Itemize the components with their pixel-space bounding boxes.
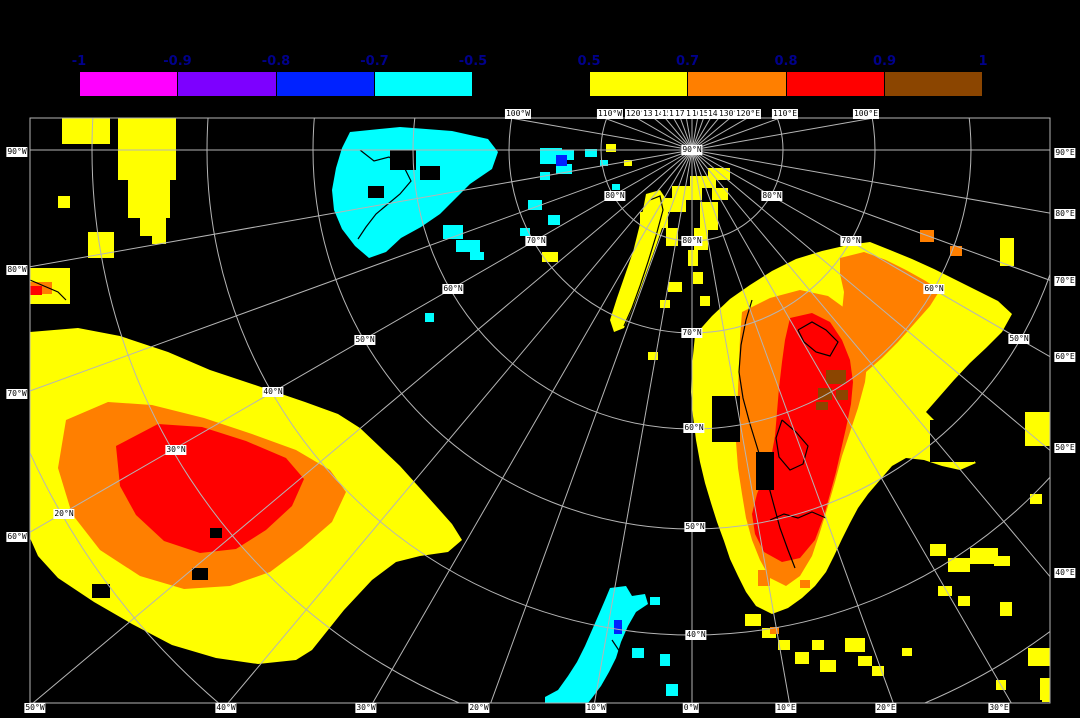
edge-label-60E: 60°E (1054, 352, 1076, 362)
edge-label-80E: 80°E (1054, 209, 1076, 219)
yellow-data-region (30, 118, 1050, 702)
edge-label-90E: 90°E (1054, 148, 1076, 158)
edge-label-10W: 10°W (585, 703, 607, 713)
edge-label-70W: 70°W (6, 389, 28, 399)
positive-colorbar: 0.5 0.7 0.8 0.9 1 (577, 54, 988, 97)
negative-colorbar-tick-label: -0.5 (458, 54, 488, 69)
ring-label-80N: 80°N (604, 191, 626, 201)
ring-label-80N: 80°N (681, 236, 703, 246)
edge-label-70E: 70°E (1054, 276, 1076, 286)
positive-colorbar-tick-label: 0.8 (774, 54, 798, 69)
positive-colorbar-segment-yellow (589, 71, 689, 97)
negative-colorbar-segment-magenta (79, 71, 179, 97)
positive-colorbar-tick-label: 0.9 (872, 54, 897, 69)
negative-colorbar: -1 -0.9 -0.8 -0.7 -0.5 (72, 54, 487, 97)
edge-label-50W: 50°W (24, 703, 46, 713)
edge-label-100E: 100°E (852, 109, 880, 119)
ring-label-70N: 70°N (681, 328, 703, 338)
black-data-region (92, 150, 974, 598)
edge-label-10E: 10°E (775, 703, 797, 713)
edge-label-20E: 20°E (875, 703, 897, 713)
negative-colorbar-tick-label: -0.7 (360, 54, 389, 69)
positive-colorbar-segment-red (786, 71, 885, 97)
edge-label-80W: 80°W (6, 265, 28, 275)
edge-label-30W: 30°W (355, 703, 377, 713)
ring-label-80N: 80°N (761, 191, 783, 201)
edge-label-60W: 60°W (6, 532, 28, 542)
edge-label-120W: 120°W (624, 109, 652, 119)
ring-label-50N: 50°N (684, 522, 706, 532)
ring-label-90N: 90°N (681, 145, 703, 155)
negative-colorbar-tick-label: -0.8 (261, 54, 291, 69)
edge-label-100W: 100°W (504, 109, 532, 119)
edge-label-40E: 40°E (1054, 568, 1076, 578)
ring-label-60N: 60°N (923, 284, 945, 294)
negative-colorbar-tick-label: -0.9 (163, 54, 192, 69)
map-border (29, 117, 1051, 704)
positive-colorbar-segment-orange (688, 71, 787, 97)
blue-data-region (556, 155, 622, 634)
cyan-data-region (332, 127, 678, 703)
edge-label-30E: 30°E (988, 703, 1010, 713)
edge-label-110E: 110°E (771, 109, 799, 119)
coastlines (30, 149, 839, 701)
ring-label-50N: 50°N (354, 335, 376, 345)
edge-label-20W: 20°W (468, 703, 490, 713)
ring-label-50N: 50°N (1008, 334, 1030, 344)
negative-colorbar-tick-label: -1 (71, 54, 87, 69)
ring-label-60N: 60°N (683, 423, 705, 433)
negative-colorbar-segment-purple (178, 71, 277, 97)
edge-label-40W: 40°W (215, 703, 237, 713)
edge-label-90W: 90°W (6, 147, 28, 157)
positive-colorbar-tick-label: 1 (978, 54, 988, 69)
edge-label-120E: 120°E (734, 109, 762, 119)
ring-label-40N: 40°N (262, 387, 284, 397)
ring-label-40N: 40°N (685, 630, 707, 640)
ring-label-20N: 20°N (53, 509, 75, 519)
positive-colorbar-segment-brown (884, 71, 983, 97)
positive-colorbar-tick-label: 0.5 (577, 54, 601, 69)
ring-label-70N: 70°N (525, 236, 547, 246)
negative-colorbar-segment-blue (276, 71, 375, 97)
ring-label-30N: 30°N (165, 445, 187, 455)
ring-label-70N: 70°N (840, 236, 862, 246)
ring-label-60N: 60°N (442, 284, 464, 294)
negative-colorbar-segment-cyan (374, 71, 473, 97)
edge-label-110W: 110°W (596, 109, 624, 119)
positive-colorbar-tick-label: 0.7 (675, 54, 700, 69)
edge-label-0W: 0°W (682, 703, 700, 713)
edge-label-130E: 130°E (717, 109, 745, 119)
edge-label-50E: 50°E (1054, 443, 1076, 453)
